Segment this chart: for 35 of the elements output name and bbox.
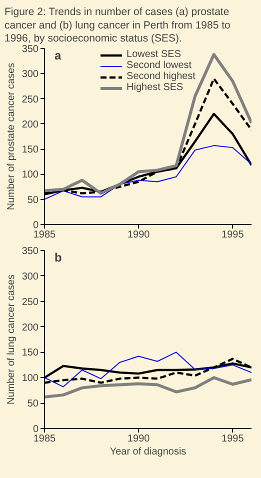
y-axis-title: Number of lung cancer cases <box>6 274 17 405</box>
line-series <box>44 352 252 388</box>
y-tick-label: 100 <box>22 170 39 181</box>
line-series <box>44 376 252 398</box>
y-tick-label: 100 <box>22 373 39 384</box>
y-tick-label: 350 <box>22 246 39 257</box>
y-axis-title: Number of prostate cancer cases <box>6 62 17 210</box>
y-tick-label: 0 <box>32 220 39 231</box>
annotation: b <box>54 250 62 264</box>
y-tick-label: 150 <box>22 348 39 359</box>
y-tick-label: 50 <box>27 194 39 206</box>
y-tick-label: 300 <box>22 69 39 80</box>
x-tick-label: 1990 <box>127 230 150 240</box>
x-tick-label: 1985 <box>33 230 56 240</box>
y-tick-label: 150 <box>22 144 39 156</box>
legend-label: Second lowest <box>126 60 192 71</box>
x-tick-label: 1995 <box>222 230 244 240</box>
x-tick-label: 1985 <box>33 434 56 444</box>
annotation: a <box>54 48 62 62</box>
x-tick-label: 1990 <box>127 434 150 444</box>
y-tick-label: 250 <box>22 296 39 308</box>
y-tick-label: 350 <box>22 44 39 55</box>
legend-label: Second highest <box>126 71 196 82</box>
chart-title: Figure 2: Trends in number of cases (a) prostate cancer and (b) lung cancer in Perth from 1985 to 1996, by socioeconomic status (SES). <box>4 6 231 44</box>
legend-label: Lowest SES <box>126 49 182 60</box>
y-tick-label: 50 <box>27 398 39 410</box>
legend-label: Highest SES <box>126 82 184 93</box>
y-tick-label: 200 <box>22 119 39 130</box>
line-series <box>44 145 252 200</box>
y-tick-label: 300 <box>22 271 39 282</box>
y-tick-label: 200 <box>22 322 39 334</box>
y-tick-label: 250 <box>22 94 39 106</box>
y-tick-label: 0 <box>32 424 39 435</box>
x-tick-label: 1995 <box>222 434 244 444</box>
x-axis-title: Year of diagnosis <box>110 446 186 458</box>
